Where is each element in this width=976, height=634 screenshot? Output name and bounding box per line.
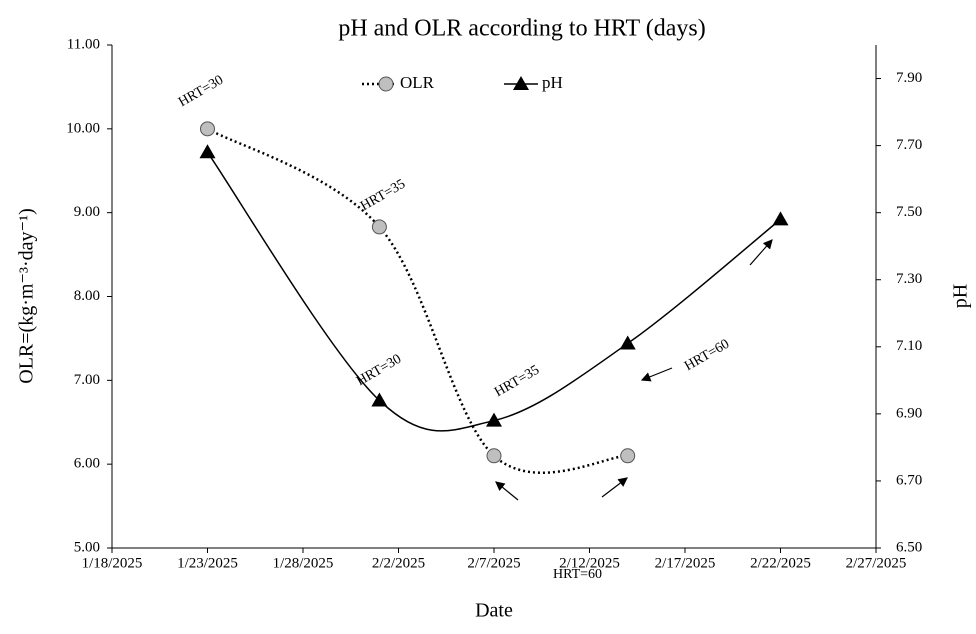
- y-tick-label: 9.00: [74, 204, 100, 220]
- x-tick-label: 2/7/2025: [467, 555, 520, 571]
- y2-tick-label: 6.90: [896, 405, 922, 421]
- x-tick-label: 2/27/2025: [846, 555, 907, 571]
- y2-tick-label: 7.70: [896, 137, 922, 153]
- marker: [199, 144, 216, 159]
- marker: [486, 448, 502, 464]
- arrow: [495, 481, 519, 501]
- y2-tick-label: 6.70: [896, 472, 922, 488]
- marker: [620, 448, 636, 464]
- y-tick-label: 8.00: [74, 288, 100, 304]
- series-line: [206, 127, 628, 474]
- y-axis-label: OLR=(kg·m⁻³·day⁻¹): [16, 208, 38, 383]
- marker: [200, 121, 215, 137]
- y-tick-label: 7.00: [74, 372, 100, 388]
- legend-label: pH: [542, 73, 563, 92]
- annotation: HRT=35: [358, 177, 408, 215]
- y-tick-label: 5.00: [74, 539, 100, 555]
- y2-tick-label: 6.50: [896, 539, 922, 555]
- y-tick-label: 6.00: [74, 456, 100, 472]
- marker: [486, 412, 502, 427]
- arrow: [601, 477, 628, 498]
- y2-tick-label: 7.30: [896, 271, 922, 287]
- arrows: [495, 239, 773, 501]
- y2-tick-label: 7.90: [896, 70, 922, 86]
- legend-marker: [513, 76, 529, 90]
- legend-marker: [378, 76, 394, 92]
- x-tick-label: 2/22/2025: [750, 555, 811, 571]
- annotation: HRT=60: [682, 337, 732, 375]
- x-tick-label: 1/23/2025: [177, 555, 238, 571]
- annotation: HRT=30: [176, 73, 226, 111]
- annotation: HRT=35: [492, 363, 542, 401]
- marker: [371, 219, 387, 235]
- annotation: HRT=30: [354, 352, 404, 390]
- annotation: HRT=60: [553, 567, 602, 582]
- marker: [619, 335, 636, 350]
- y2-axis-label: pH: [950, 284, 972, 308]
- x-tick-label: 1/18/2025: [82, 555, 143, 571]
- x-tick-label: 2/2/2025: [372, 555, 425, 571]
- arrow: [640, 367, 673, 382]
- marker: [772, 211, 789, 226]
- y-tick-label: 11.00: [67, 36, 100, 52]
- x-axis-label: Date: [475, 600, 513, 622]
- x-tick-label: 1/28/2025: [273, 555, 334, 571]
- legend-label: OLR: [400, 73, 435, 92]
- y-tick-label: 10.00: [66, 120, 100, 136]
- y2-tick-label: 7.10: [896, 338, 922, 354]
- x-tick-label: 2/17/2025: [655, 555, 716, 571]
- arrow: [749, 239, 773, 266]
- y2-tick-label: 7.50: [896, 204, 922, 220]
- chart-title: pH and OLR according to HRT (days): [338, 16, 705, 42]
- x-tick-label: 2/12/2025: [559, 555, 620, 571]
- marker: [371, 392, 388, 407]
